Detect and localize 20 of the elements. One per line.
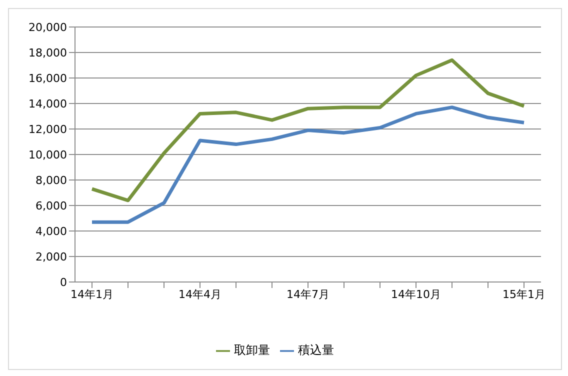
y-tick-label: 0 [60,276,67,289]
y-tick-label: 4,000 [36,224,67,238]
legend-label: 積込量 [298,343,334,357]
y-tick-label: 12,000 [28,122,67,136]
x-tick-label: 14年7月 [286,288,330,301]
line-series [90,58,526,202]
line-series [90,106,526,224]
legend-label: 取卸量 [234,343,270,357]
y-tick-label: 18,000 [28,46,67,60]
x-tick-label: 15年1月 [502,288,546,301]
x-tick-label: 14年10月 [391,288,441,301]
y-tick-label: 8,000 [36,174,67,187]
y-tick-label: 14,000 [28,97,67,110]
y-tick-label: 16,000 [28,72,67,85]
y-tick-label: 6,000 [36,199,67,212]
x-tick-label: 14年4月 [178,288,222,301]
y-tick-label: 2,000 [36,250,67,264]
y-tick-label: 10,000 [28,148,67,162]
y-tick-label: 20,000 [28,20,67,34]
x-tick-label: 14年1月 [70,288,114,301]
